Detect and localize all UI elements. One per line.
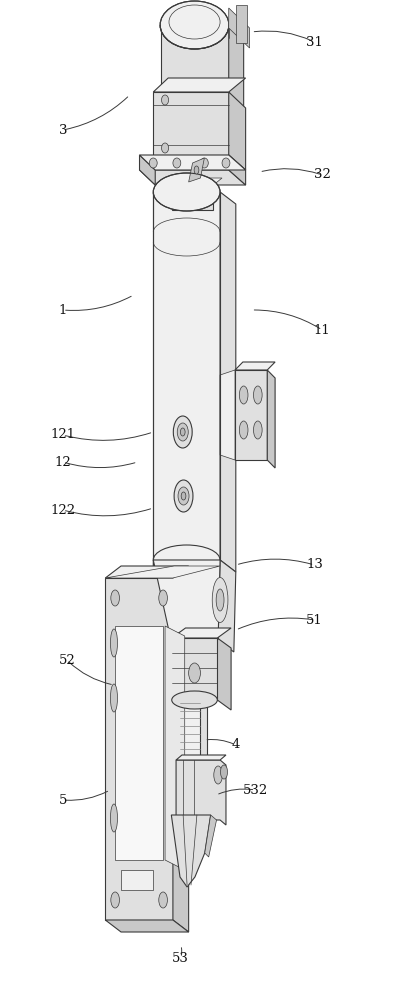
- Text: 52: 52: [59, 654, 75, 666]
- Text: 4: 4: [231, 738, 240, 752]
- Ellipse shape: [110, 804, 118, 832]
- Bar: [153, 192, 220, 560]
- Bar: [105, 578, 173, 920]
- Text: 121: 121: [50, 428, 75, 442]
- Polygon shape: [140, 155, 155, 185]
- Polygon shape: [205, 815, 217, 857]
- Ellipse shape: [173, 158, 181, 168]
- Bar: [121, 870, 153, 890]
- Bar: [235, 370, 267, 460]
- Ellipse shape: [153, 173, 220, 211]
- Polygon shape: [220, 370, 235, 460]
- Polygon shape: [173, 578, 189, 932]
- Polygon shape: [235, 362, 275, 370]
- Text: 1: 1: [59, 304, 67, 316]
- Bar: [180, 695, 200, 765]
- Ellipse shape: [222, 158, 230, 168]
- Ellipse shape: [111, 892, 119, 908]
- Polygon shape: [218, 560, 236, 652]
- Ellipse shape: [253, 421, 262, 439]
- Ellipse shape: [220, 765, 228, 779]
- Bar: [161, 25, 229, 120]
- Polygon shape: [217, 638, 231, 710]
- Polygon shape: [171, 815, 211, 887]
- Bar: [236, 5, 247, 43]
- Ellipse shape: [180, 759, 200, 771]
- Text: 13: 13: [306, 558, 323, 572]
- Text: 122: 122: [50, 504, 75, 516]
- Polygon shape: [229, 155, 246, 185]
- Ellipse shape: [177, 423, 188, 441]
- Ellipse shape: [169, 5, 220, 39]
- Polygon shape: [220, 192, 236, 572]
- Polygon shape: [200, 695, 208, 770]
- Polygon shape: [172, 178, 222, 185]
- Text: 3: 3: [59, 123, 67, 136]
- Text: 12: 12: [55, 456, 71, 468]
- Ellipse shape: [216, 589, 224, 611]
- Ellipse shape: [162, 143, 169, 153]
- Polygon shape: [229, 25, 244, 135]
- Polygon shape: [140, 155, 246, 170]
- Ellipse shape: [253, 386, 262, 404]
- Ellipse shape: [180, 428, 185, 436]
- Polygon shape: [165, 626, 185, 870]
- Text: 5: 5: [59, 794, 67, 806]
- Polygon shape: [189, 158, 204, 182]
- Bar: [115, 626, 163, 860]
- Polygon shape: [176, 760, 226, 825]
- Polygon shape: [153, 78, 246, 92]
- Ellipse shape: [159, 892, 167, 908]
- Polygon shape: [105, 920, 189, 932]
- Ellipse shape: [239, 386, 248, 404]
- Ellipse shape: [110, 684, 118, 712]
- Bar: [172, 185, 213, 210]
- Polygon shape: [229, 8, 250, 48]
- Text: 53: 53: [173, 952, 189, 964]
- Polygon shape: [153, 92, 229, 155]
- Ellipse shape: [194, 166, 199, 174]
- Ellipse shape: [111, 590, 119, 606]
- Text: 31: 31: [306, 35, 323, 48]
- Ellipse shape: [214, 766, 222, 784]
- Ellipse shape: [239, 421, 248, 439]
- Ellipse shape: [181, 492, 186, 500]
- Text: 11: 11: [314, 324, 331, 336]
- Polygon shape: [229, 92, 246, 170]
- Ellipse shape: [159, 590, 167, 606]
- Polygon shape: [267, 370, 275, 468]
- Ellipse shape: [178, 487, 189, 505]
- Ellipse shape: [110, 629, 118, 657]
- Ellipse shape: [189, 663, 200, 683]
- Polygon shape: [140, 170, 246, 185]
- Text: 532: 532: [243, 784, 268, 796]
- Text: 51: 51: [306, 613, 323, 626]
- Bar: [172, 638, 217, 700]
- Polygon shape: [176, 755, 226, 760]
- Polygon shape: [153, 560, 220, 640]
- Ellipse shape: [200, 158, 208, 168]
- Polygon shape: [105, 566, 189, 578]
- Ellipse shape: [173, 416, 192, 448]
- Ellipse shape: [212, 578, 228, 622]
- Ellipse shape: [162, 95, 169, 105]
- Ellipse shape: [172, 691, 217, 709]
- Text: 32: 32: [314, 168, 331, 182]
- Polygon shape: [172, 628, 231, 638]
- Ellipse shape: [149, 158, 157, 168]
- Ellipse shape: [174, 480, 193, 512]
- Polygon shape: [105, 566, 220, 578]
- Polygon shape: [153, 560, 171, 650]
- Ellipse shape: [160, 1, 229, 49]
